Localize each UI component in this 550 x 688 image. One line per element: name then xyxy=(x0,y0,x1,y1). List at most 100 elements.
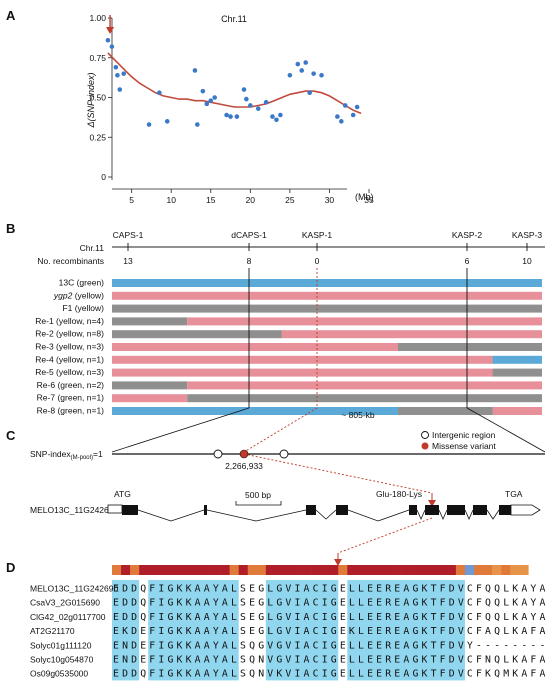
sequence-name: ClG42_02g0117700 xyxy=(30,612,106,622)
data-point xyxy=(339,119,344,124)
legend-missense-label: Missense variant xyxy=(432,441,496,451)
marker-name: KASP-1 xyxy=(302,230,333,240)
chart-title: Chr.11 xyxy=(221,14,247,24)
gene-model xyxy=(107,504,541,522)
x-tick-label: 15 xyxy=(206,195,216,205)
haplotype-row-label: Re-6 (green, n=2) xyxy=(37,380,104,390)
marker-name: KASP-2 xyxy=(452,230,483,240)
variant-position: 2,266,933 xyxy=(225,461,263,471)
data-point xyxy=(350,112,356,118)
haplotype-segment xyxy=(187,317,542,326)
conservation-cell xyxy=(446,565,457,575)
conservation-cell xyxy=(265,565,276,575)
conservation-cell xyxy=(501,565,511,575)
data-point xyxy=(303,60,309,65)
panel-label-d: D xyxy=(6,560,15,575)
conservation-cell xyxy=(220,565,230,575)
haplotype-segment xyxy=(281,330,542,339)
exon xyxy=(204,505,207,515)
peak-arrow xyxy=(106,15,115,34)
conservation-cell xyxy=(175,565,185,575)
exon-variant xyxy=(425,505,439,515)
fit-curve xyxy=(107,52,362,115)
conservation-cell xyxy=(157,565,167,575)
panel-label-c: C xyxy=(6,428,16,443)
panel-a-chart: Chr.11 (Mb) Δ(SNP-index) 0 0.25 0.50 0.75 1.… xyxy=(86,13,374,205)
conservation-cell xyxy=(419,565,430,575)
conservation-cell xyxy=(311,565,321,575)
data-point xyxy=(248,103,253,108)
conservation-cell xyxy=(374,565,384,575)
data-point xyxy=(287,72,293,78)
conservation-cell xyxy=(302,565,312,575)
haplotype-segment xyxy=(492,407,542,415)
exon xyxy=(499,505,511,515)
variant-arrow-head xyxy=(428,500,436,507)
interval-label: ~ 805-kb xyxy=(341,410,375,420)
exon xyxy=(473,505,487,515)
conservation-cell xyxy=(329,565,339,575)
intron xyxy=(464,509,474,520)
haplotype-row-label: F1 (yellow) xyxy=(62,303,104,313)
conservation-cell xyxy=(492,565,502,575)
conserved-block xyxy=(148,580,239,681)
haplotype-segment xyxy=(112,304,542,313)
data-point xyxy=(342,103,348,108)
haplotype-segment xyxy=(112,368,493,377)
haplotype-segment xyxy=(492,355,542,364)
alignment-rows: MELO13C_11G242690EDDQFIGKKAAYALSEGLGVIAC… xyxy=(30,580,545,681)
recombinant-count: 10 xyxy=(522,256,532,266)
data-point xyxy=(195,122,200,127)
exon xyxy=(447,505,465,515)
exon xyxy=(409,505,417,515)
data-point xyxy=(274,117,279,123)
intron xyxy=(438,509,448,520)
conservation-cell xyxy=(401,565,411,575)
zoom-right-line xyxy=(466,407,546,453)
data-point xyxy=(121,71,127,76)
panel-b-haplotypes: Chr.11 No. recombinants CAPS-1 13 dCAPS-1 8… xyxy=(35,230,545,420)
y-tick-label: 0.25 xyxy=(89,132,106,142)
tga-label: TGA xyxy=(505,489,523,499)
haplotype-row-label: Re-2 (yellow, n=8) xyxy=(35,329,104,339)
data-point xyxy=(164,119,170,124)
conserved-block xyxy=(112,580,140,681)
intergenic-site xyxy=(213,449,223,459)
data-point xyxy=(115,72,120,78)
data-point xyxy=(335,114,340,119)
zoom-left-line xyxy=(111,407,250,453)
panel-c-gene: SNP-index(M-pool)=1 2,266,933 Intergenic… xyxy=(30,407,546,566)
haplotype-row-label: Re-4 (yellow, n=1) xyxy=(35,354,104,364)
scale-bar-label: 500 bp xyxy=(245,490,271,500)
haplotype-segment xyxy=(397,343,542,351)
intron xyxy=(137,509,205,522)
data-points xyxy=(105,37,360,127)
gene-to-alignment-dotted xyxy=(337,517,433,554)
exon xyxy=(336,505,348,515)
conservation-cell xyxy=(437,565,448,575)
conservation-cell xyxy=(283,565,294,575)
data-point xyxy=(146,122,152,127)
data-point xyxy=(228,114,233,119)
conservation-cell xyxy=(112,565,122,575)
data-point xyxy=(278,112,283,118)
haplotype-segment xyxy=(112,279,542,287)
haplotype-row-label: Re-5 (yellow, n=3) xyxy=(35,367,104,377)
haplotype-segment xyxy=(112,343,398,351)
data-point xyxy=(109,44,115,49)
haplotype-segment xyxy=(112,355,493,364)
conservation-cell xyxy=(410,565,420,575)
data-point xyxy=(299,68,305,73)
haplotype-segment xyxy=(112,317,188,326)
conservation-cell xyxy=(428,565,439,575)
conservation-cell xyxy=(365,565,375,575)
conservation-cell xyxy=(229,565,239,575)
conserved-block xyxy=(265,580,339,681)
haplotype-row-label: Re-3 (yellow, n=3) xyxy=(35,342,104,352)
legend-intergenic-label: Intergenic region xyxy=(432,430,496,440)
conservation-cell xyxy=(510,565,520,575)
recombinants-label: No. recombinants xyxy=(37,256,104,266)
data-point xyxy=(311,71,316,76)
markers: CAPS-1 13 dCAPS-1 8 KASP-1 0 KASP-2 6 KASP-3 10 xyxy=(113,230,543,266)
y-tick-label: 0.50 xyxy=(89,93,106,103)
